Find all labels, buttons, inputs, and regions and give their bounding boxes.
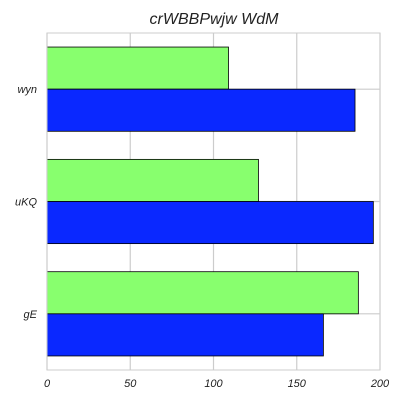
bar-wyn-series-2 [46,88,356,132]
plot-frame [46,32,381,371]
x-tick-label: 200 [370,378,390,390]
x-tick-label: 50 [124,378,137,390]
x-axis-ticks: 0 50 100 150 200 [44,378,390,390]
bar-gE-series-1 [46,271,359,315]
bar-layer [46,46,374,357]
bar-wyn-series-1 [46,46,229,90]
bar-uKQ-series-1 [46,158,259,202]
bar-uKQ-series-2 [46,201,374,245]
chart-title: crWBBPwjw WdM [150,11,280,28]
x-tick-label: 150 [288,378,307,390]
x-tick-label: 100 [204,378,223,390]
y-axis-ticks: wyn uKQ gE [15,84,38,321]
x-tick-label: 0 [44,378,51,390]
y-tick-label: gE [24,309,38,321]
y-tick-label: wyn [17,84,37,96]
bar-gE-series-2 [46,313,324,357]
y-tick-label: uKQ [15,197,37,209]
